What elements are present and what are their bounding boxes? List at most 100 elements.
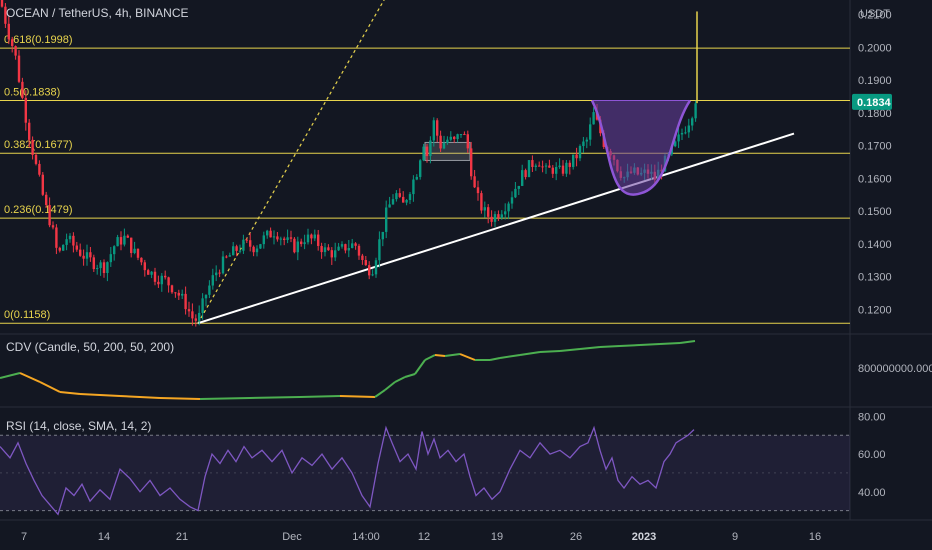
- candle-body[interactable]: [429, 140, 432, 157]
- candle-body[interactable]: [72, 235, 75, 246]
- candle-body[interactable]: [245, 239, 248, 241]
- candle-body[interactable]: [106, 262, 109, 274]
- candle-body[interactable]: [541, 166, 544, 168]
- candle-body[interactable]: [157, 281, 160, 285]
- candle-body[interactable]: [150, 271, 153, 275]
- candle-body[interactable]: [405, 199, 408, 203]
- candle-body[interactable]: [368, 265, 371, 276]
- candle-body[interactable]: [279, 238, 282, 240]
- candle-body[interactable]: [415, 176, 418, 180]
- candle-body[interactable]: [422, 146, 425, 161]
- candle-body[interactable]: [126, 235, 129, 238]
- candle-body[interactable]: [507, 203, 510, 212]
- candle-body[interactable]: [578, 146, 582, 159]
- candle-body[interactable]: [449, 136, 452, 140]
- candle-body[interactable]: [143, 262, 146, 271]
- candle-body[interactable]: [395, 193, 398, 200]
- candle-body[interactable]: [82, 255, 85, 259]
- candle-body[interactable]: [310, 234, 313, 239]
- candle-body[interactable]: [4, 6, 7, 24]
- candle-body[interactable]: [113, 246, 116, 255]
- candle-body[interactable]: [555, 166, 558, 174]
- candle-body[interactable]: [402, 196, 405, 203]
- candle-body[interactable]: [136, 248, 140, 258]
- candle-body[interactable]: [446, 139, 449, 143]
- candle-body[interactable]: [170, 285, 174, 293]
- candle-body[interactable]: [344, 244, 347, 251]
- candle-body[interactable]: [99, 262, 102, 269]
- candle-body[interactable]: [119, 237, 123, 245]
- candle-body[interactable]: [521, 170, 524, 186]
- candle-body[interactable]: [238, 250, 242, 252]
- candle-body[interactable]: [453, 136, 456, 140]
- candle-body[interactable]: [51, 225, 55, 228]
- candle-body[interactable]: [470, 148, 473, 177]
- consolidation-box[interactable]: [424, 141, 471, 161]
- candle-body[interactable]: [65, 239, 68, 245]
- candle-body[interactable]: [419, 160, 422, 177]
- candle-body[interactable]: [38, 163, 41, 175]
- candle-body[interactable]: [194, 318, 197, 321]
- candle-body[interactable]: [235, 246, 238, 251]
- candle-body[interactable]: [252, 246, 255, 253]
- candle-body[interactable]: [408, 194, 412, 200]
- candle-body[interactable]: [565, 162, 568, 174]
- candle-body[interactable]: [228, 255, 231, 257]
- candle-body[interactable]: [14, 46, 17, 56]
- candle-body[interactable]: [177, 292, 180, 296]
- candle-body[interactable]: [476, 187, 480, 194]
- candle-body[interactable]: [58, 247, 61, 251]
- candle-body[interactable]: [218, 272, 221, 274]
- candle-body[interactable]: [102, 262, 106, 274]
- candle-body[interactable]: [211, 275, 214, 286]
- candle-body[interactable]: [684, 132, 687, 134]
- candle-body[interactable]: [524, 170, 527, 178]
- candle-body[interactable]: [296, 241, 299, 253]
- candle-body[interactable]: [191, 311, 194, 319]
- candle-body[interactable]: [334, 250, 337, 258]
- candle-body[interactable]: [551, 167, 554, 174]
- candle-body[interactable]: [327, 247, 330, 251]
- candle-body[interactable]: [21, 81, 24, 98]
- candle-body[interactable]: [272, 236, 276, 238]
- candle-body[interactable]: [225, 256, 228, 258]
- candle-body[interactable]: [459, 134, 463, 136]
- candle-body[interactable]: [534, 165, 537, 167]
- candle-body[interactable]: [286, 237, 289, 240]
- candle-body[interactable]: [11, 39, 14, 47]
- candle-body[interactable]: [378, 239, 381, 261]
- candle-body[interactable]: [480, 193, 483, 211]
- candle-body[interactable]: [398, 193, 401, 197]
- candle-body[interactable]: [68, 235, 72, 240]
- candle-body[interactable]: [289, 237, 293, 239]
- candle-body[interactable]: [293, 238, 296, 253]
- candle-body[interactable]: [320, 245, 323, 253]
- rsi-label[interactable]: RSI (14, close, SMA, 14, 2): [6, 419, 151, 433]
- candle-body[interactable]: [41, 174, 44, 195]
- candle-body[interactable]: [300, 241, 303, 245]
- candle-body[interactable]: [473, 176, 476, 188]
- candle-body[interactable]: [7, 23, 10, 40]
- candle-body[interactable]: [242, 239, 245, 251]
- candle-body[interactable]: [548, 165, 551, 168]
- candle-body[interactable]: [504, 211, 507, 215]
- candle-body[interactable]: [456, 134, 459, 140]
- candle-body[interactable]: [691, 118, 694, 126]
- candle-body[interactable]: [232, 246, 235, 256]
- candle-body[interactable]: [582, 141, 585, 147]
- candle-body[interactable]: [497, 214, 500, 218]
- candle-body[interactable]: [572, 154, 575, 167]
- cup-outline[interactable]: [590, 99, 692, 196]
- cdv-indicator[interactable]: [0, 340, 696, 400]
- candle-body[interactable]: [544, 165, 548, 167]
- candle-body[interactable]: [55, 227, 58, 248]
- candle-body[interactable]: [354, 243, 357, 246]
- candle-body[interactable]: [677, 134, 680, 142]
- candle-body[interactable]: [463, 134, 466, 136]
- candle-body[interactable]: [432, 120, 435, 141]
- candle-body[interactable]: [357, 245, 361, 256]
- candle-body[interactable]: [92, 257, 95, 270]
- candle-body[interactable]: [201, 298, 204, 313]
- candle-body[interactable]: [79, 249, 82, 256]
- candle-body[interactable]: [466, 134, 469, 149]
